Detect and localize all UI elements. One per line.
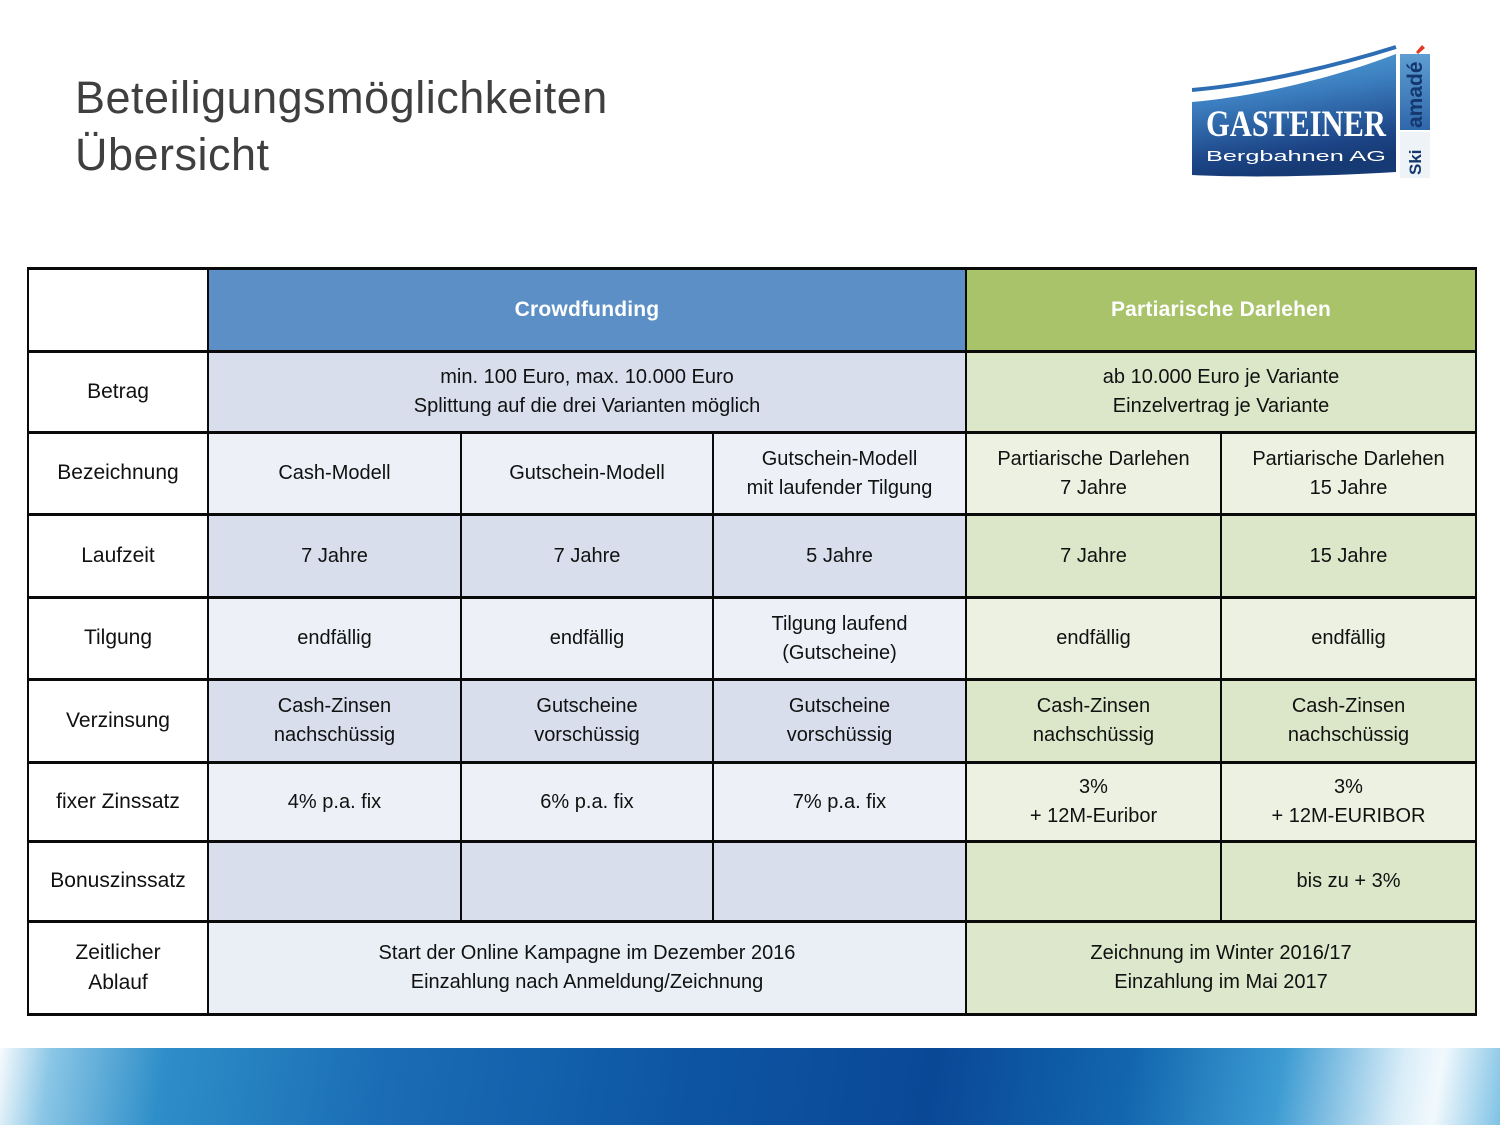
ski-strip [1400, 132, 1430, 178]
row-label-tilgung: Tilgung [27, 596, 209, 681]
row-label-verzinsung: Verzinsung [27, 678, 209, 764]
cell-laufzeit-3: 5 Jahre [712, 513, 967, 599]
logo-brand: GASTEINER [1206, 104, 1387, 145]
cell-zinssatz-4: 3% + 12M-Euribor [965, 761, 1222, 843]
amade-strip [1400, 54, 1430, 130]
table-row-bezeichnung: Bezeichnung Cash-Modell Gutschein-Modell… [27, 431, 1478, 516]
cell-bezeichnung-gutschein-tilgung: Gutschein-Modell mit laufender Tilgung [712, 431, 967, 516]
cell-bezeichnung-cash-modell: Cash-Modell [207, 431, 462, 516]
gasteiner-logo: GASTEINER Bergbahnen AG amadé Ski [1192, 45, 1430, 178]
cell-zinssatz-1: 4% p.a. fix [207, 761, 462, 843]
cell-verzinsung-5: Cash-Zinsen nachschüssig [1219, 678, 1478, 764]
row-label-laufzeit: Laufzeit [27, 513, 209, 599]
table-row-bonuszinssatz: Bonuszinssatz bis zu + 3% [27, 840, 1478, 923]
table-row-tilgung: Tilgung endfällig endfällig Tilgung lauf… [27, 596, 1478, 681]
cell-verzinsung-2: Gutscheine vorschüssig [460, 678, 714, 764]
row-label-fixer-zinssatz: fixer Zinssatz [27, 761, 209, 843]
cell-laufzeit-2: 7 Jahre [460, 513, 714, 599]
cell-tilgung-3: Tilgung laufend (Gutscheine) [712, 596, 967, 681]
logo-swoosh [1192, 45, 1397, 92]
cell-bezeichnung-gutschein-modell: Gutschein-Modell [460, 431, 714, 516]
cell-laufzeit-5: 15 Jahre [1219, 513, 1478, 599]
amade-label: amadé [1404, 61, 1427, 128]
cell-bezeichnung-pd-15: Partiarische Darlehen 15 Jahre [1219, 431, 1478, 516]
cell-betrag-partiarische: ab 10.000 Euro je Variante Einzelvertrag… [964, 350, 1478, 434]
logo-flag [1192, 54, 1396, 177]
amade-accent [1416, 45, 1425, 54]
cell-laufzeit-1: 7 Jahre [207, 513, 462, 599]
cell-tilgung-5: endfällig [1219, 596, 1478, 681]
cell-verzinsung-3: Gutscheine vorschüssig [712, 678, 967, 764]
cell-bonus-3 [712, 840, 967, 923]
row-label-zeitlicher-ablauf: Zeitlicher Ablauf [27, 920, 209, 1016]
cell-verzinsung-4: Cash-Zinsen nachschüssig [965, 678, 1222, 764]
table-row-verzinsung: Verzinsung Cash-Zinsen nachschüssig Guts… [27, 678, 1478, 764]
row-label-betrag: Betrag [27, 350, 209, 434]
cell-bezeichnung-pd-7: Partiarische Darlehen 7 Jahre [965, 431, 1222, 516]
cell-ablauf-crowdfunding: Start der Online Kampagne im Dezember 20… [207, 920, 967, 1016]
table-row-betrag: Betrag min. 100 Euro, max. 10.000 Euro S… [27, 350, 1478, 434]
corner-spacer [27, 267, 209, 353]
cell-tilgung-1: endfällig [207, 596, 462, 681]
column-group-crowdfunding: Crowdfunding [207, 267, 967, 353]
cell-bonus-1 [207, 840, 462, 923]
cell-betrag-crowdfunding: min. 100 Euro, max. 10.000 Euro Splittun… [207, 350, 967, 434]
column-group-partiarische-darlehen: Partiarische Darlehen [964, 267, 1478, 353]
table-row-zeitlicher-ablauf: Zeitlicher Ablauf Start der Online Kampa… [27, 920, 1478, 1016]
cell-bonus-2 [460, 840, 714, 923]
table-row-laufzeit: Laufzeit 7 Jahre 7 Jahre 5 Jahre 7 Jahre… [27, 513, 1478, 599]
logo-subtitle: Bergbahnen AG [1206, 148, 1386, 165]
header-row: Crowdfunding Partiarische Darlehen [27, 267, 1478, 353]
footer-band [0, 1048, 1500, 1125]
cell-zinssatz-2: 6% p.a. fix [460, 761, 714, 843]
comparison-table: Crowdfunding Partiarische Darlehen Betra… [27, 267, 1478, 1016]
cell-ablauf-partiarische: Zeichnung im Winter 2016/17 Einzahlung i… [964, 920, 1478, 1016]
cell-tilgung-4: endfällig [965, 596, 1222, 681]
page-title: Beteiligungsmöglichkeiten Übersicht [75, 72, 608, 180]
row-label-bezeichnung: Bezeichnung [27, 431, 209, 516]
ski-label: Ski [1406, 149, 1425, 175]
cell-zinssatz-5: 3% + 12M-EURIBOR [1219, 761, 1478, 843]
cell-zinssatz-3: 7% p.a. fix [712, 761, 967, 843]
cell-laufzeit-4: 7 Jahre [965, 513, 1222, 599]
table-row-fixer-zinssatz: fixer Zinssatz 4% p.a. fix 6% p.a. fix 7… [27, 761, 1478, 843]
cell-tilgung-2: endfällig [460, 596, 714, 681]
row-label-bonuszinssatz: Bonuszinssatz [27, 840, 209, 923]
cell-bonus-5: bis zu + 3% [1219, 840, 1478, 923]
cell-bonus-4 [965, 840, 1222, 923]
cell-verzinsung-1: Cash-Zinsen nachschüssig [207, 678, 462, 764]
